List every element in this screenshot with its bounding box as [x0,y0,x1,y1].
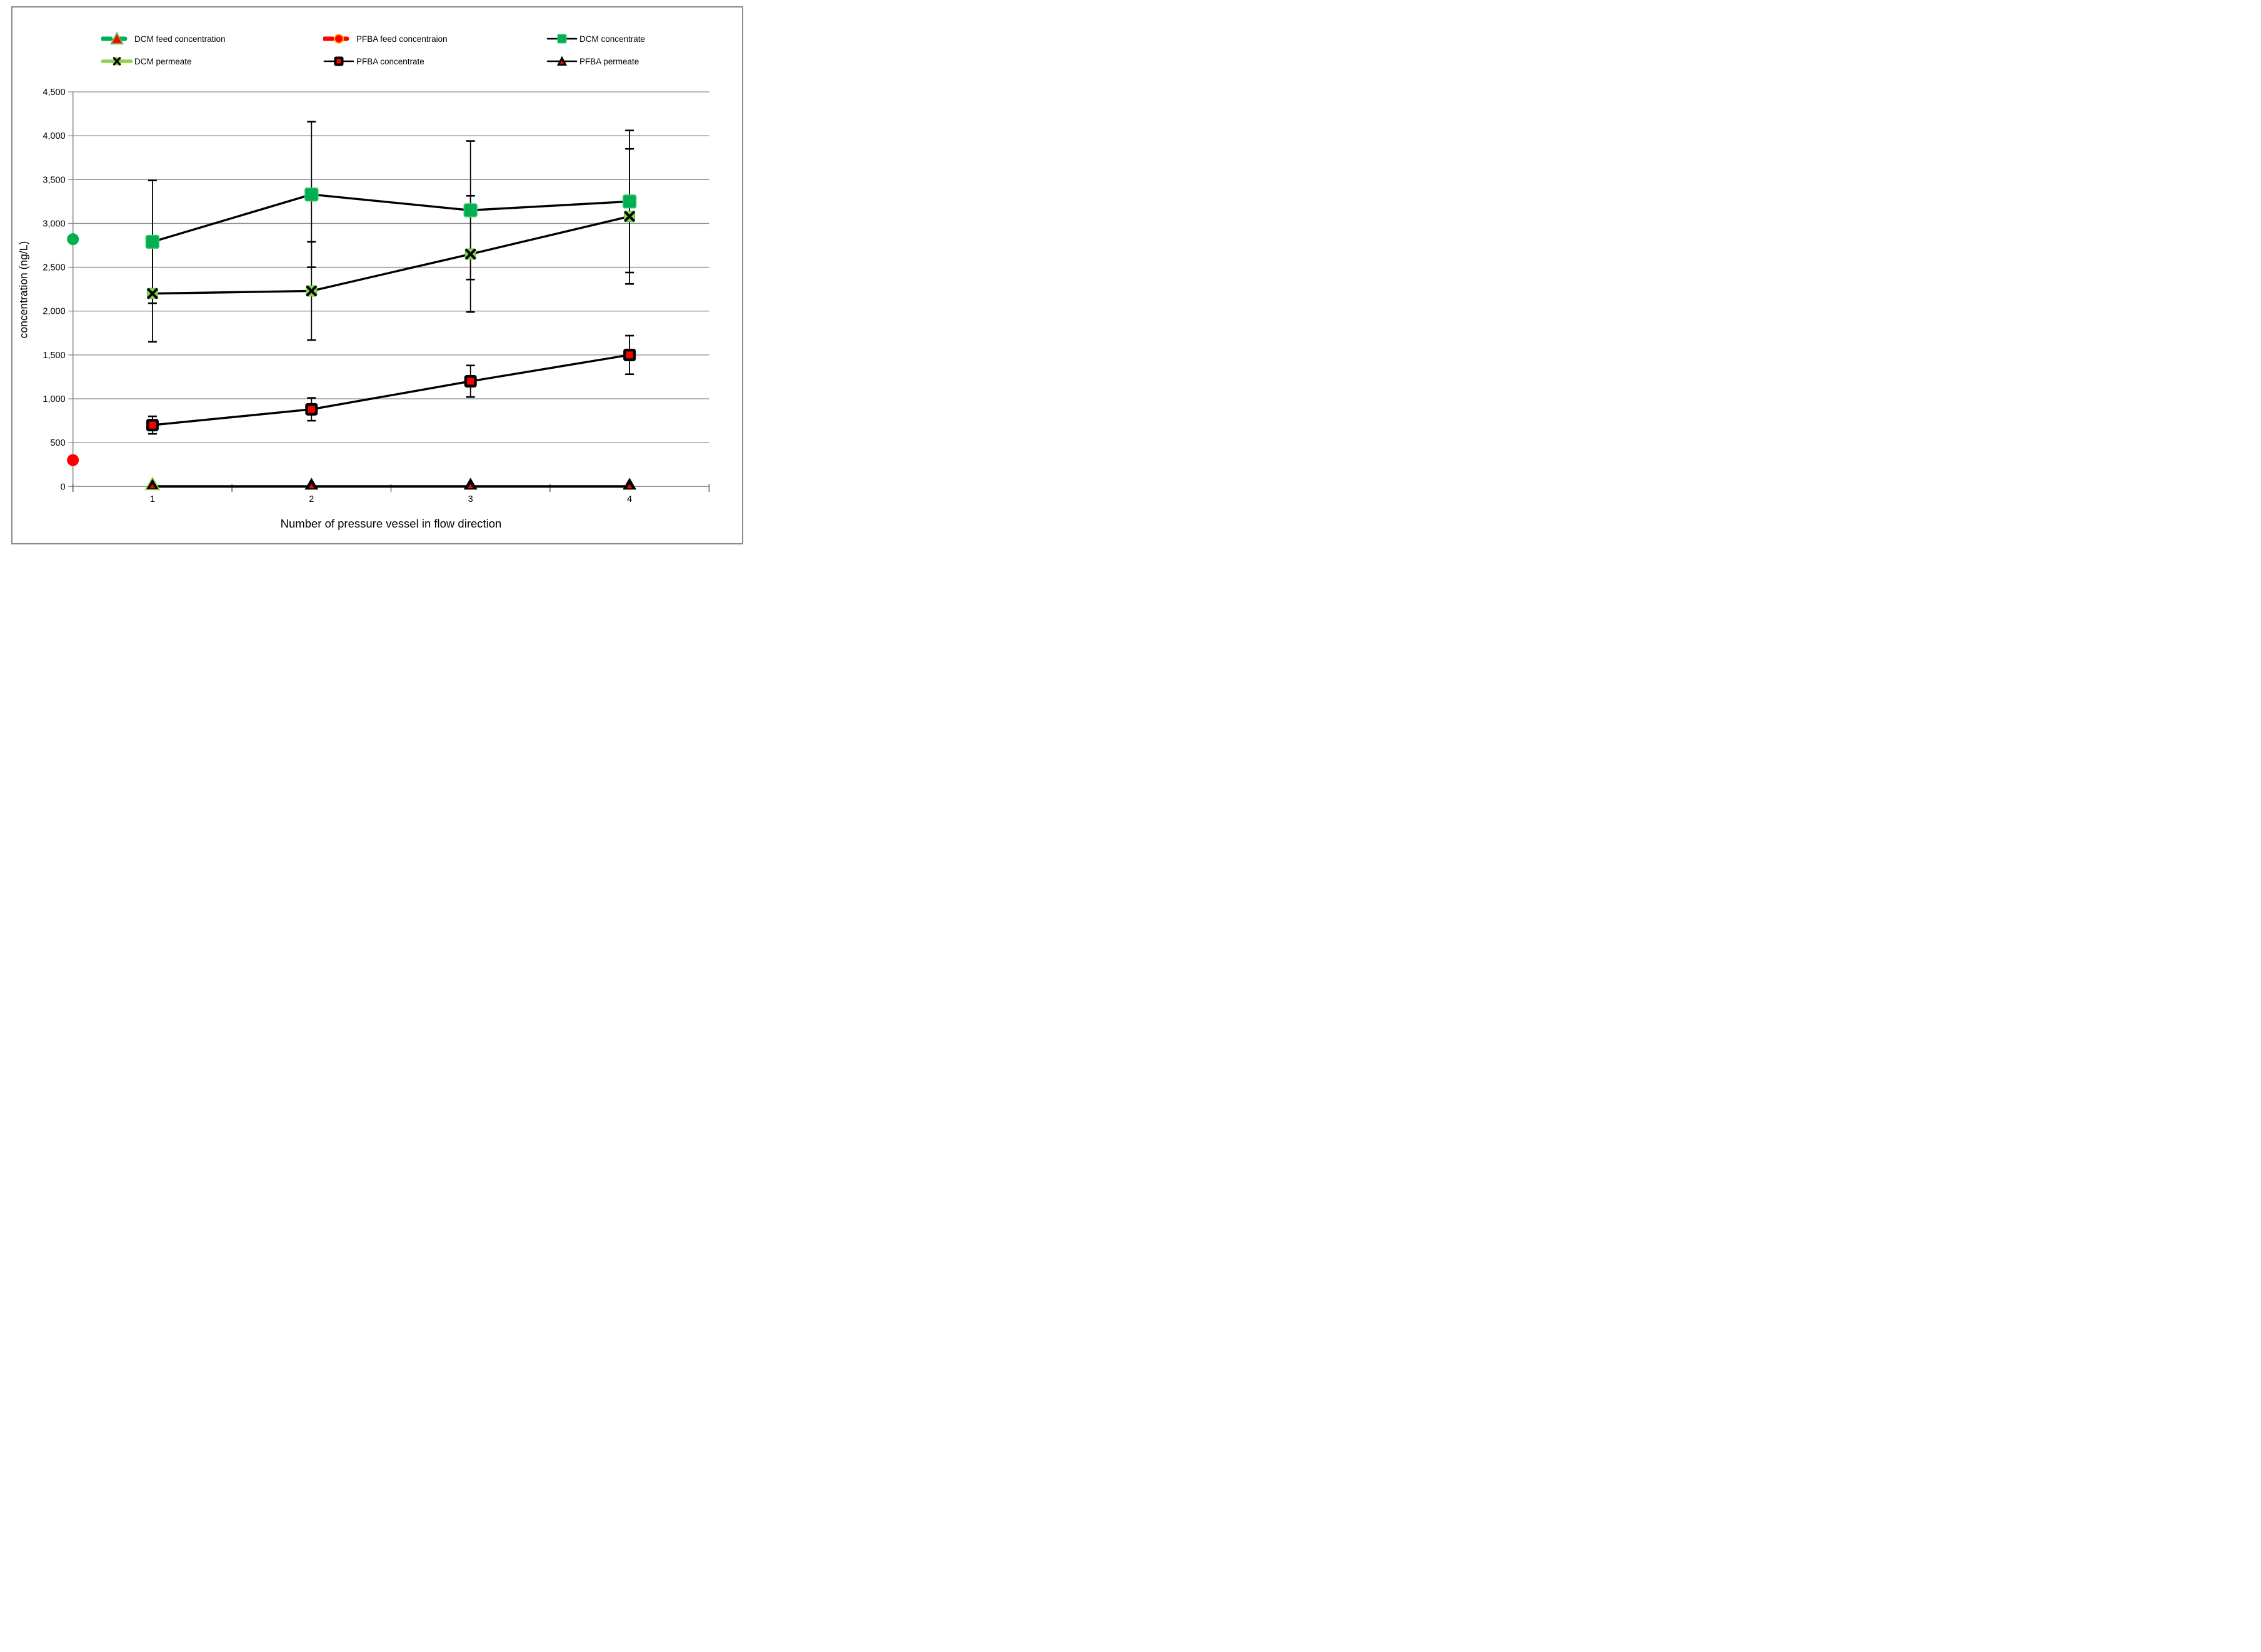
dcm-concentrate-marker-3 [463,203,478,218]
series-line-pfba-concentrate [152,354,630,426]
y-tick-label: 0 [61,482,66,492]
dcm-concentrate-marker-2 [304,187,319,202]
legend-label: PFBA concentrate [356,56,424,66]
pfba-concentrate-swatch-icon [323,53,354,69]
y-axis-title: concentration (ng/L) [17,241,30,339]
legend-label: DCM feed concentration [134,34,226,44]
x-tick-label: 1 [150,494,155,504]
y-tick-label: 500 [50,438,65,448]
pfba-permeate-marker-4 [623,478,637,490]
legend-label: DCM permeate [134,56,192,66]
y-tick-label: 4,500 [43,88,65,98]
x-tick-label: 2 [309,494,314,504]
pfba-permeate-marker-1 [144,476,161,491]
chart-plot: 0 500 1,000 1,500 2,000 2,500 3,000 3,500 4,000 4… [43,88,709,504]
y-tick-label: 2,500 [43,263,65,273]
legend-item-dcm-concentrate: DCM concentrate [546,31,645,47]
y-tick-label: 3,000 [43,219,65,229]
dcm-feed-marker [67,233,79,246]
y-tick-label: 4,000 [43,131,65,141]
legend-item-dcm-feed: DCM feed concentration [100,31,226,47]
dcm-permeate-marker-1 [146,288,158,299]
x-tick-label: 3 [468,494,473,504]
dcm-concentrate-swatch-icon [546,31,578,47]
pfba-concentrate-marker-2 [305,403,318,416]
x-tick-label: 4 [627,494,632,504]
pfba-concentrate-marker-1 [146,419,159,432]
legend-item-dcm-permeate: DCM permeate [101,53,192,69]
dcm-concentrate-marker-4 [622,194,637,209]
pfba-feed-marker [67,454,79,466]
legend-item-pfba-permeate: PFBA permeate [546,53,639,69]
legend-label: DCM concentrate [579,34,646,44]
series-line-dcm-permeate [152,215,630,295]
y-tick-label: 1,500 [43,351,65,361]
dcm-feed-swatch-icon [100,31,134,47]
dcm-permeate-marker-2 [306,285,318,297]
dcm-concentrate-marker-1 [145,234,160,249]
figure: 0 500 1,000 1,500 2,000 2,500 3,000 3,500 4,000 4… [0,0,754,551]
pfba-feed-swatch-icon [322,31,356,47]
dcm-permeate-marker-3 [464,248,476,260]
pfba-permeate-marker-2 [304,478,319,490]
y-tick-label: 3,500 [43,175,65,185]
dcm-permeate-swatch-icon [101,53,133,69]
pfba-permeate-marker-3 [463,478,478,490]
dcm-permeate-marker-4 [624,211,636,223]
legend-label: PFBA permeate [579,56,639,66]
x-axis-title: Number of pressure vessel in flow direct… [280,517,502,530]
legend-label: PFBA feed concentraion [356,34,448,44]
pfba-permeate-swatch-icon [546,53,578,69]
pfba-concentrate-marker-4 [623,348,636,361]
y-tick-label: 2,000 [43,307,65,317]
legend-item-pfba-concentrate: PFBA concentrate [323,53,424,69]
y-tick-label: 1,000 [43,394,65,404]
series-line-dcm-concentrate [152,193,630,243]
pfba-concentrate-marker-3 [464,374,477,388]
legend-item-pfba-feed: PFBA feed concentraion [322,31,448,47]
